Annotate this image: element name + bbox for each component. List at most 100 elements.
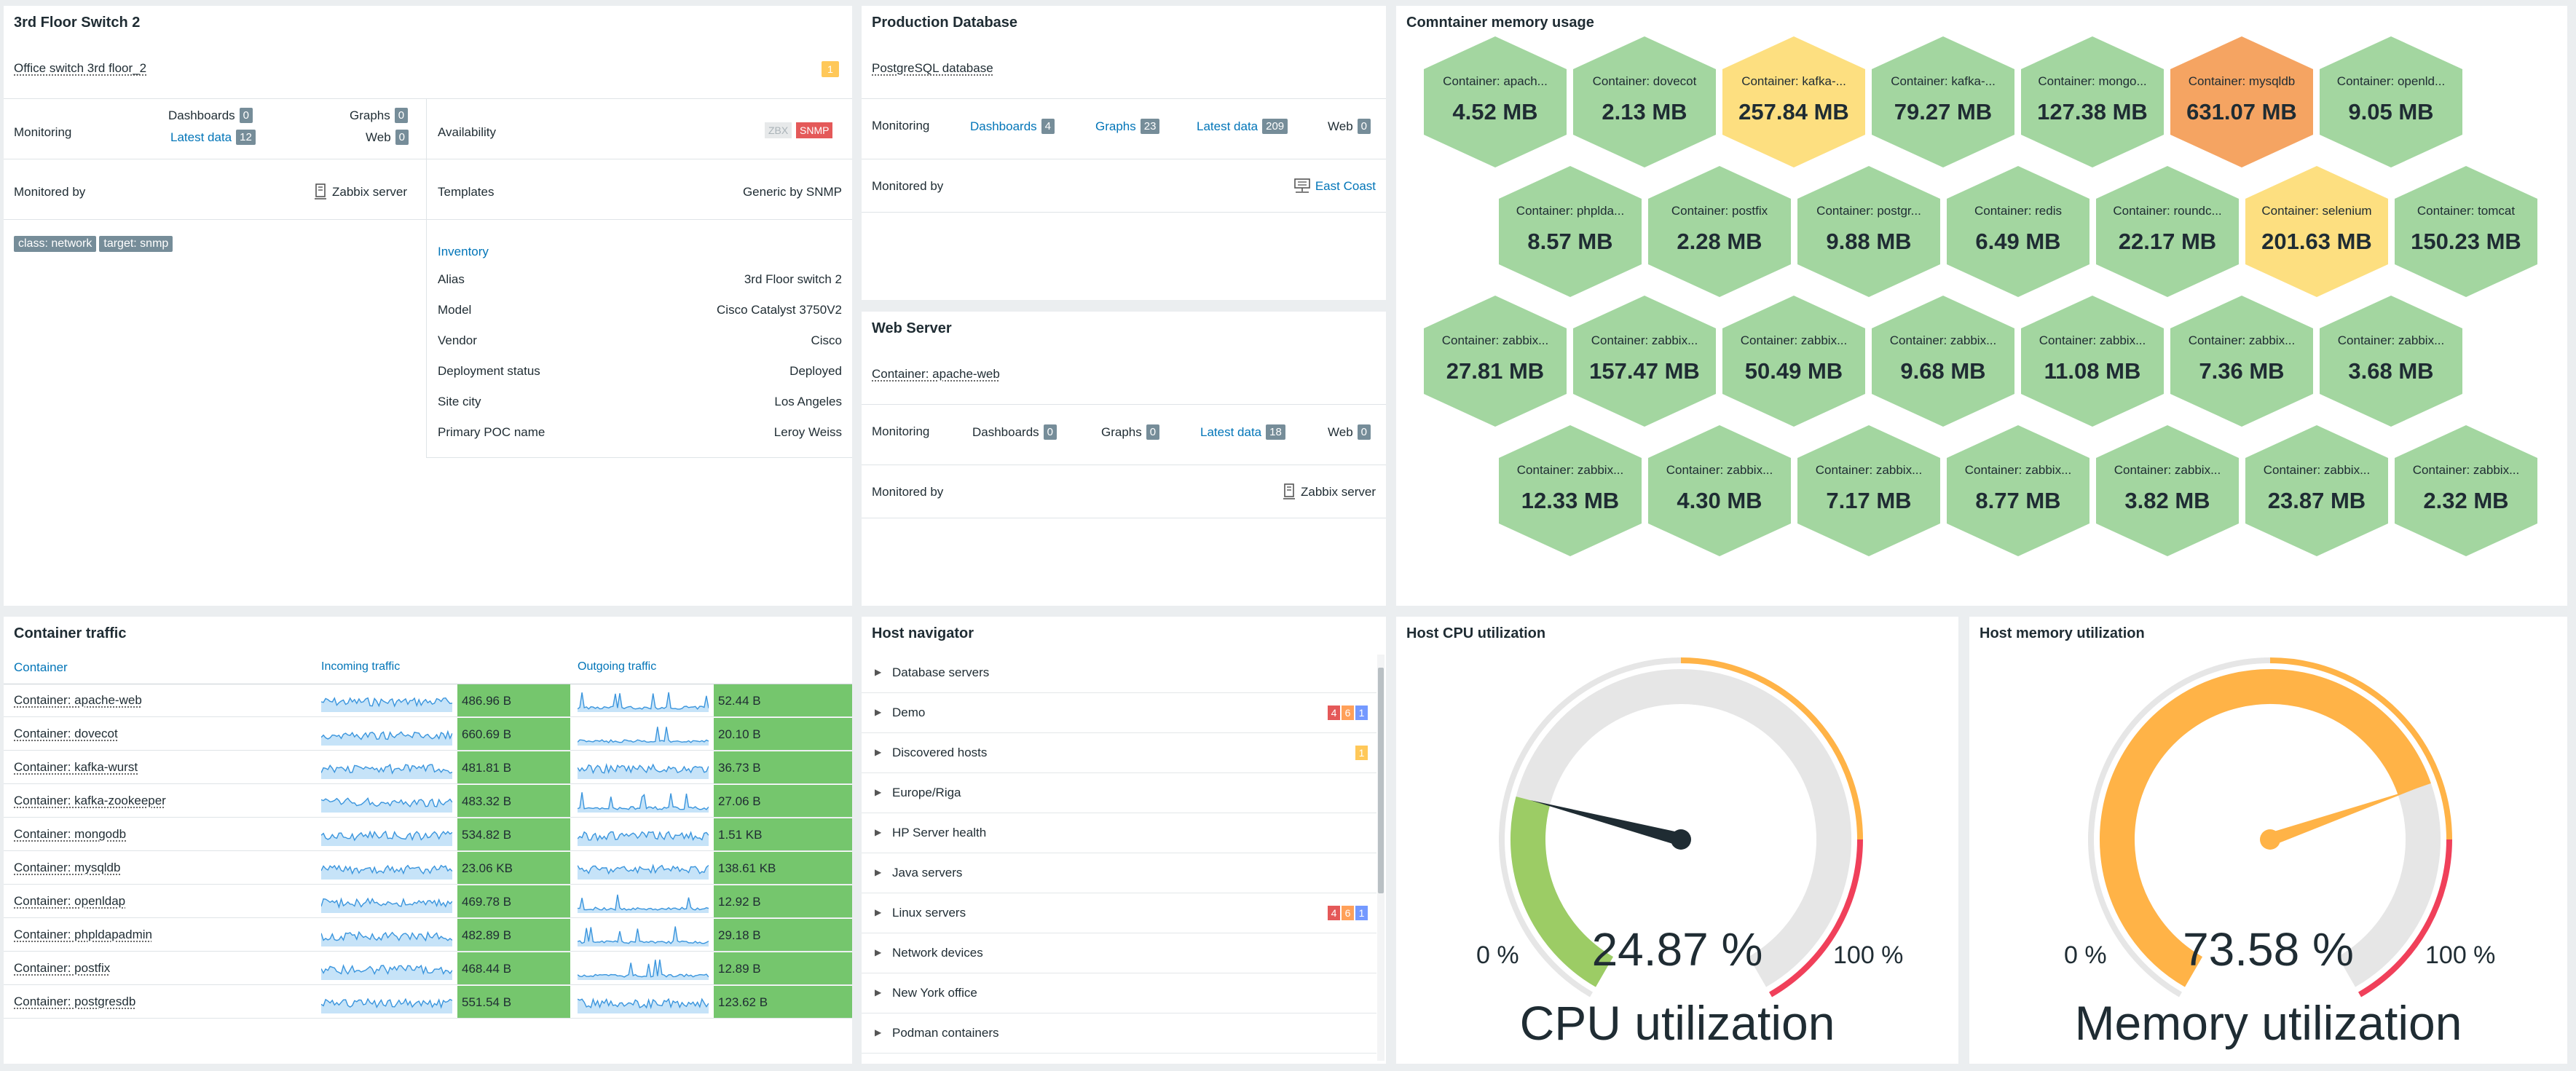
web-link[interactable]: Web 0 [1328, 119, 1371, 134]
honeycomb-cell[interactable]: Container: mysqldb 631.07 MB [2170, 36, 2313, 167]
monitored-by-label: Monitored by [872, 179, 944, 193]
container-name-link[interactable]: Container: mysqldb [14, 861, 121, 874]
expand-arrow-icon[interactable]: ▶ [875, 787, 882, 797]
column-header-container[interactable]: Container [14, 660, 68, 674]
web-link[interactable]: Web 0 [1328, 424, 1371, 440]
latest-data-link[interactable]: Latest data 18 [1200, 424, 1285, 440]
honeycomb-cell[interactable]: Container: apach... 4.52 MB [1424, 36, 1567, 167]
expand-arrow-icon[interactable]: ▶ [875, 667, 882, 677]
container-name-link[interactable]: Container: mongodb [14, 827, 127, 841]
expand-arrow-icon[interactable]: ▶ [875, 827, 882, 837]
navigator-item-label: Database servers [892, 665, 990, 679]
widget-title: Web Server [872, 320, 952, 336]
navigator-item[interactable]: ▶ Podman containers [862, 1013, 1376, 1054]
host-name-link[interactable]: PostgreSQL database [872, 61, 993, 75]
honeycomb-cell[interactable]: Container: zabbix... 4.30 MB [1648, 425, 1791, 556]
honeycomb-cell-value: 201.63 MB [2261, 229, 2372, 254]
navigator-item[interactable]: ▶ Europe/Riga [862, 773, 1376, 813]
container-name-link[interactable]: Container: dovecot [14, 727, 118, 740]
dashboards-link[interactable]: Dashboards 4 [970, 119, 1055, 134]
honeycomb-cell[interactable]: Container: zabbix... 11.08 MB [2021, 296, 2164, 427]
expand-arrow-icon[interactable]: ▶ [875, 907, 882, 917]
problem-count-badge[interactable]: 1 [822, 61, 839, 77]
gauge-threshold-normal [2088, 657, 2271, 997]
honeycomb-cell[interactable]: Container: dovecot 2.13 MB [1573, 36, 1716, 167]
honeycomb-cell-label: Container: zabbix... [1740, 333, 1848, 347]
honeycomb-cell[interactable]: Container: zabbix... 50.49 MB [1722, 296, 1865, 427]
sparkline-area [578, 692, 709, 712]
sparkline-line [578, 863, 709, 875]
latest-data-link[interactable]: Latest data 12 [170, 130, 256, 145]
container-name-link[interactable]: Container: postgresdb [14, 995, 136, 1008]
tag-class-network[interactable]: class: network [14, 236, 97, 252]
dashboards-link[interactable]: Dashboards 0 [972, 424, 1057, 440]
monitoring-label: Monitoring [14, 125, 72, 139]
honeycomb-cell[interactable]: Container: zabbix... 7.17 MB [1797, 425, 1940, 556]
navigator-item[interactable]: ▶ HP Server health [862, 813, 1376, 853]
honeycomb-cell[interactable]: Container: zabbix... 8.77 MB [1947, 425, 2089, 556]
inventory-link[interactable]: Inventory [438, 245, 489, 258]
graphs-link[interactable]: Graphs 23 [1095, 119, 1160, 134]
expand-arrow-icon[interactable]: ▶ [875, 707, 882, 717]
scrollbar-thumb[interactable] [1378, 668, 1384, 893]
honeycomb-cell[interactable]: Container: zabbix... 23.87 MB [2245, 425, 2388, 556]
container-name-link[interactable]: Container: kafka-zookeeper [14, 794, 166, 807]
expand-arrow-icon[interactable]: ▶ [875, 987, 882, 997]
honeycomb-cell[interactable]: Container: zabbix... 3.82 MB [2096, 425, 2239, 556]
honeycomb-cell[interactable]: Container: mongo... 127.38 MB [2021, 36, 2164, 167]
honeycomb-cell[interactable]: Container: selenium 201.63 MB [2245, 166, 2388, 297]
tag-target-snmp[interactable]: target: snmp [99, 236, 173, 252]
navigator-item[interactable]: ▶ Linux servers 4 6 1 [862, 893, 1376, 933]
navigator-item[interactable]: ▶ Network devices [862, 933, 1376, 973]
honeycomb-cell[interactable]: Container: zabbix... 3.68 MB [2320, 296, 2462, 427]
honeycomb-cell[interactable]: Container: postfix 2.28 MB [1648, 166, 1791, 297]
container-name-link[interactable]: Container: apache-web [14, 693, 142, 707]
expand-arrow-icon[interactable]: ▶ [875, 947, 882, 957]
snmp-availability-badge: SNMP [796, 122, 833, 138]
honeycomb-cell[interactable]: Container: zabbix... 27.81 MB [1424, 296, 1567, 427]
host-name-link[interactable]: Office switch 3rd floor_2 [14, 61, 147, 75]
honeycomb-cell[interactable]: Container: zabbix... 12.33 MB [1499, 425, 1642, 556]
honeycomb-cell[interactable]: Container: zabbix... 9.68 MB [1872, 296, 2014, 427]
honeycomb-cell-value: 3.82 MB [2124, 488, 2210, 513]
web-link[interactable]: Web 0 [366, 130, 409, 145]
host-name-link[interactable]: Container: apache-web [872, 367, 1000, 381]
latest-data-link[interactable]: Latest data 209 [1197, 119, 1288, 134]
outgoing-value: 138.61 KB [714, 852, 852, 884]
outgoing-value: 36.73 B [714, 751, 852, 783]
host-card-database: Production Database PostgreSQL database … [862, 6, 1386, 300]
sparkline-area [321, 798, 452, 813]
dashboards-link[interactable]: Dashboards 0 [168, 108, 253, 123]
navigator-item[interactable]: ▶ Java servers [862, 853, 1376, 893]
navigator-item[interactable]: ▶ New York office [862, 973, 1376, 1013]
honeycomb-cell[interactable]: Container: openld... 9.05 MB [2320, 36, 2462, 167]
honeycomb-cell[interactable]: Container: roundc... 22.17 MB [2096, 166, 2239, 297]
container-name-link[interactable]: Container: phpldapadmin [14, 928, 152, 941]
honeycomb-cell[interactable]: Container: postgr... 9.88 MB [1797, 166, 1940, 297]
expand-arrow-icon[interactable]: ▶ [875, 747, 882, 757]
graphs-link[interactable]: Graphs 0 [1101, 424, 1160, 440]
honeycomb-cell[interactable]: Container: zabbix... 2.32 MB [2395, 425, 2537, 556]
honeycomb-cell[interactable]: Container: redis 6.49 MB [1947, 166, 2089, 297]
graphs-link[interactable]: Graphs 0 [350, 108, 409, 123]
sparkline-line [578, 792, 709, 810]
expand-arrow-icon[interactable]: ▶ [875, 867, 882, 877]
honeycomb-cell[interactable]: Container: kafka-... 79.27 MB [1872, 36, 2014, 167]
honeycomb-cell[interactable]: Container: zabbix... 7.36 MB [2170, 296, 2313, 427]
honeycomb-cell[interactable]: Container: tomcat 150.23 MB [2395, 166, 2537, 297]
container-name-link[interactable]: Container: openldap [14, 894, 126, 908]
expand-arrow-icon[interactable]: ▶ [875, 1027, 882, 1038]
monitored-by-value[interactable]: East Coast [1293, 178, 1376, 194]
honeycomb-cell[interactable]: Container: phplda... 8.57 MB [1499, 166, 1642, 297]
honeycomb-cell[interactable]: Container: zabbix... 157.47 MB [1573, 296, 1716, 427]
navigator-scrollbar[interactable] [1377, 655, 1384, 1061]
navigator-item[interactable]: ▶ Demo 4 6 1 [862, 693, 1376, 733]
honeycomb-cell-value: 8.77 MB [1975, 488, 2061, 513]
honeycomb-cell[interactable]: Container: kafka-... 257.84 MB [1722, 36, 1865, 167]
memory-gauge-widget: Host memory utilization 0 % 100 % 73.58 … [1969, 617, 2567, 1064]
container-name-link[interactable]: Container: kafka-wurst [14, 760, 138, 774]
container-name-link[interactable]: Container: postfix [14, 961, 111, 975]
navigator-item[interactable]: ▶ Database servers [862, 653, 1376, 693]
navigator-item[interactable]: ▶ Discovered hosts 1 [862, 733, 1376, 773]
